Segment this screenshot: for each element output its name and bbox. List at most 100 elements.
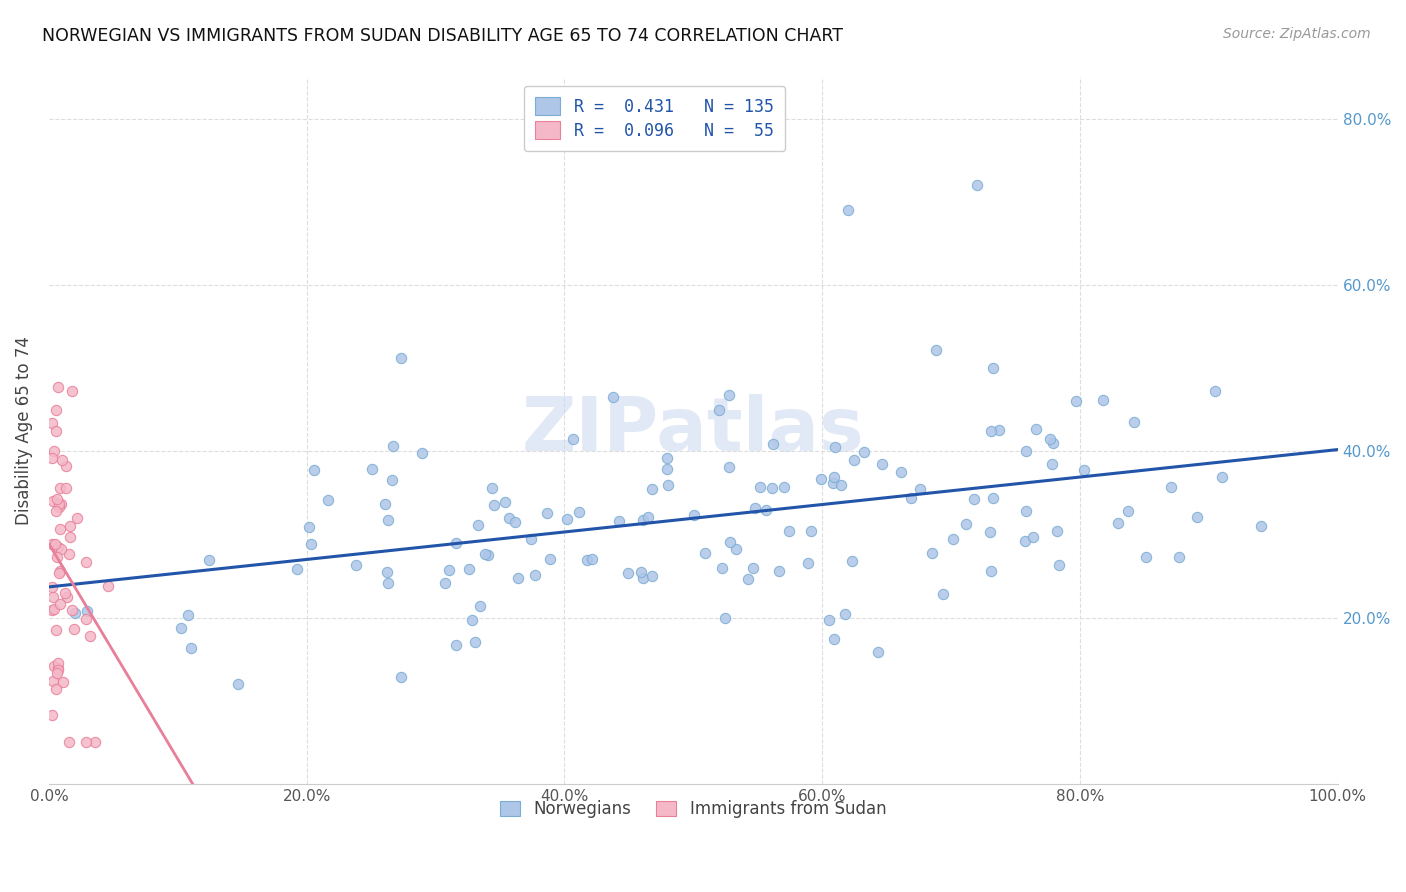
Point: [41, 603, 63, 617]
Point: [46, 380, 69, 394]
Point: [377, 576, 399, 591]
Point: [51, 452, 73, 467]
Point: [1039, 432, 1062, 446]
Point: [778, 524, 800, 539]
Point: [1107, 516, 1129, 530]
Point: [301, 537, 323, 551]
Point: [797, 556, 820, 570]
Point: [841, 554, 863, 568]
Point: [444, 638, 467, 652]
Point: [498, 510, 520, 524]
Point: [41, 708, 63, 723]
Point: [607, 514, 630, 528]
Point: [1014, 534, 1036, 549]
Point: [382, 439, 405, 453]
Point: [97, 579, 120, 593]
Point: [844, 453, 866, 467]
Point: [79, 629, 101, 643]
Point: [631, 571, 654, 585]
Point: [657, 450, 679, 465]
Point: [830, 478, 852, 492]
Point: [988, 423, 1011, 437]
Point: [55, 590, 77, 604]
Point: [1042, 457, 1064, 471]
Point: [42, 602, 65, 616]
Point: [48, 566, 70, 580]
Point: [63, 607, 86, 621]
Point: [474, 547, 496, 561]
Point: [981, 361, 1004, 376]
Point: [494, 495, 516, 509]
Point: [75, 735, 97, 749]
Point: [932, 587, 955, 601]
Point: [536, 506, 558, 520]
Point: [76, 604, 98, 618]
Point: [870, 457, 893, 471]
Point: [1064, 394, 1087, 409]
Point: [1022, 530, 1045, 544]
Point: [742, 560, 765, 574]
Point: [59, 518, 82, 533]
Point: [749, 480, 772, 494]
Point: [1073, 463, 1095, 477]
Point: [55, 481, 77, 495]
Point: [834, 607, 856, 621]
Point: [717, 460, 740, 475]
Point: [963, 491, 986, 506]
Point: [481, 481, 503, 495]
Point: [714, 611, 737, 625]
Point: [817, 613, 839, 627]
Point: [908, 482, 931, 496]
Point: [821, 476, 844, 491]
Point: [55, 458, 77, 473]
Point: [921, 546, 943, 560]
Point: [46, 661, 69, 675]
Point: [437, 563, 460, 577]
Point: [711, 561, 734, 575]
Point: [718, 535, 741, 549]
Point: [46, 663, 69, 677]
Point: [53, 586, 76, 600]
Point: [1015, 504, 1038, 518]
Point: [198, 552, 221, 566]
Point: [581, 552, 603, 566]
Point: [84, 735, 107, 749]
Point: [42, 494, 65, 508]
Point: [46, 549, 69, 564]
Point: [744, 501, 766, 516]
Point: [344, 558, 367, 572]
Point: [1116, 504, 1139, 518]
Point: [617, 566, 640, 580]
Point: [1204, 384, 1226, 398]
Point: [46, 666, 69, 681]
Point: [52, 675, 75, 690]
Point: [381, 473, 404, 487]
Point: [48, 564, 70, 578]
Point: [761, 481, 783, 495]
Point: [981, 491, 1004, 505]
Point: [461, 613, 484, 627]
Point: [464, 635, 486, 649]
Point: [41, 416, 63, 430]
Point: [298, 520, 321, 534]
Point: [1185, 509, 1208, 524]
Point: [837, 203, 859, 218]
Point: [44, 659, 66, 673]
Text: Source: ZipAtlas.com: Source: ZipAtlas.com: [1223, 27, 1371, 41]
Point: [737, 572, 759, 586]
Point: [46, 491, 69, 506]
Point: [48, 500, 70, 514]
Point: [762, 437, 785, 451]
Point: [42, 443, 65, 458]
Point: [1135, 549, 1157, 564]
Point: [60, 384, 83, 399]
Point: [890, 465, 912, 479]
Point: [41, 450, 63, 465]
Point: [1211, 469, 1233, 483]
Point: [506, 571, 529, 585]
Point: [724, 542, 747, 557]
Point: [562, 432, 585, 446]
Point: [900, 491, 922, 505]
Point: [58, 547, 80, 561]
Text: ZIPatlas: ZIPatlas: [522, 394, 865, 467]
